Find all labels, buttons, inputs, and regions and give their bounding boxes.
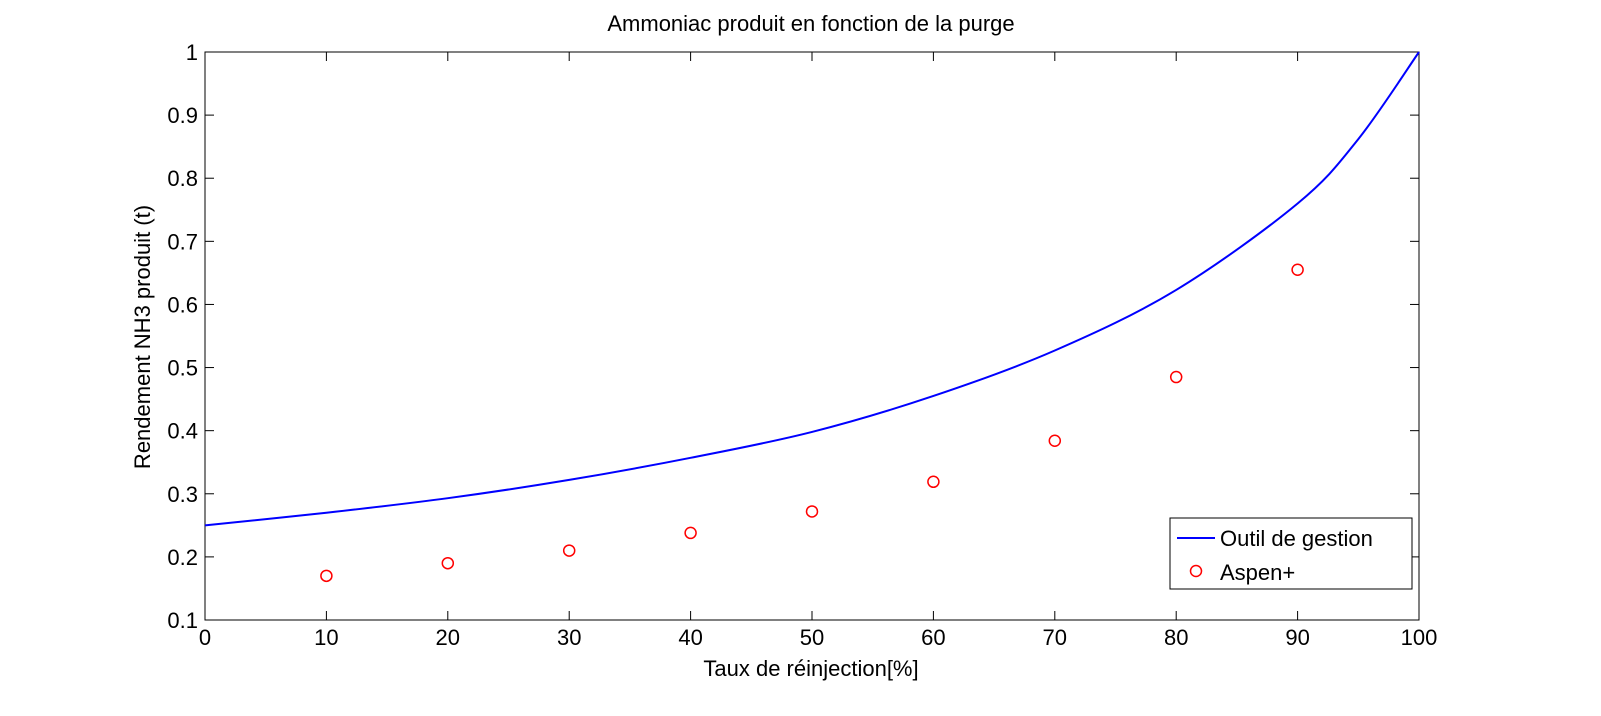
y-tick-label: 0.8 [167,166,198,191]
series-line-outil-de-gestion [204,51,1420,527]
x-tick-label: 40 [678,625,702,650]
x-tick-label: 30 [557,625,581,650]
y-tick-label: 0.1 [167,608,198,633]
x-axis-label: Taux de réinjection[%] [703,656,918,681]
x-tick-label: 60 [921,625,945,650]
y-tick-label: 0.4 [167,419,198,444]
legend-marker-swatch [1189,564,1203,578]
y-tick-label: 0.9 [167,103,198,128]
x-tick-label: 0 [199,625,211,650]
x-tick-label: 70 [1043,625,1067,650]
y-tick-label: 0.3 [167,482,198,507]
data-point-aspen [805,505,819,518]
data-point-aspen [927,475,940,489]
x-tick-label: 90 [1285,625,1309,650]
legend-box [1169,517,1413,590]
data-point-aspen [441,556,455,570]
x-tick-label: 50 [800,625,824,650]
chart-title: Ammoniac produit en fonction de la purge [607,11,1014,36]
x-tick-label: 80 [1164,625,1188,650]
x-tick-label: 100 [1401,625,1438,650]
y-tick-label: 1 [186,40,198,65]
plot-area: 0 10 20 30 40 50 60 70 80 90 100 0.1 0.2 0.3 0.4 0.5 0.6… [167,40,1437,650]
data-point-aspen [320,569,333,583]
x-tick-label: 20 [436,625,460,650]
legend-label-aspen: Aspen+ [1220,560,1295,585]
legend-label-outil: Outil de gestion [1220,526,1373,551]
y-tick-label: 0.5 [167,356,198,381]
y-axis-label: Rendement NH3 produit (t) [130,205,155,469]
y-tick-label: 0.2 [167,545,198,570]
data-point-aspen [1169,370,1183,384]
x-tick-label: 10 [314,625,338,650]
data-point-aspen [562,544,576,557]
y-tick-label: 0.6 [167,292,198,317]
data-point-aspen [1048,434,1062,448]
data-point-aspen [684,526,697,540]
y-tick-label: 0.7 [167,229,198,254]
legend: Outil de gestion Aspen+ [1169,517,1413,590]
data-point-aspen [1291,263,1304,276]
